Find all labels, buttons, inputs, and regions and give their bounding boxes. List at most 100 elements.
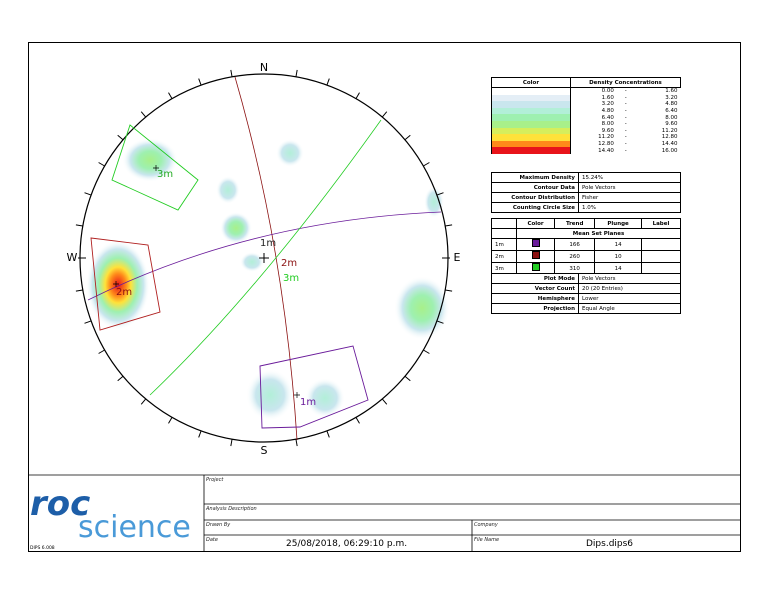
title-block-lines	[28, 474, 741, 552]
row: Counting Circle Size 1.0%	[491, 202, 681, 213]
range: 1.60	[601, 94, 614, 101]
row: Mean Set Planes	[491, 228, 681, 239]
frame	[28, 42, 741, 552]
logo-roc: roc	[30, 484, 90, 524]
row: 2m 260 10	[491, 250, 682, 263]
tick	[84, 320, 92, 324]
tick	[404, 134, 411, 141]
plot-table: Plot Mode Pole Vectors Vector Count 20 (20 …	[491, 273, 681, 314]
tick	[326, 430, 330, 438]
file-name-label: File Name	[474, 537, 500, 543]
blank	[491, 218, 517, 229]
swatch	[491, 140, 571, 148]
plane-1m	[87, 211, 442, 301]
swatch	[491, 107, 571, 115]
value: Lower	[578, 293, 681, 304]
south: S	[261, 444, 268, 457]
header: Label	[640, 218, 682, 229]
company-label: Company	[474, 522, 498, 528]
row: 4.80 - 6.40	[491, 107, 681, 115]
set-label: 3m	[283, 273, 299, 284]
west: W	[67, 251, 78, 264]
range: -	[624, 101, 627, 108]
tick	[381, 398, 388, 405]
range: 11.20	[661, 127, 678, 134]
contours	[86, 138, 450, 421]
date: 25/08/2018, 06:29:10 p.m.	[286, 539, 408, 549]
range: 1.60	[665, 88, 678, 95]
range: 8.00	[601, 121, 614, 128]
row: 1.60 - 3.20	[491, 94, 681, 102]
set-swatch	[531, 263, 540, 271]
value: Pole Vectors	[578, 273, 681, 284]
logo-science: science	[78, 510, 191, 545]
row: Plot Mode Pole Vectors	[491, 273, 681, 284]
range: 16.00	[661, 147, 678, 154]
value: 15.24%	[578, 172, 681, 183]
row: 11.20 - 12.80	[491, 134, 681, 141]
header: Color	[515, 218, 556, 229]
range: -	[624, 134, 627, 141]
key: Counting Circle Size	[491, 202, 579, 213]
swatch	[491, 134, 571, 141]
tick	[381, 111, 388, 118]
row: Contour Distribution Fisher	[491, 192, 681, 203]
range: 0.00	[601, 88, 614, 95]
tick	[230, 439, 233, 447]
key: Contour Distribution	[491, 192, 579, 203]
range: -	[624, 121, 627, 128]
tick	[326, 78, 330, 86]
tick	[423, 162, 430, 167]
key: Hemisphere	[491, 293, 579, 304]
value: Equal Angle	[578, 303, 681, 314]
properties-table: Maximum Density 15.24% Contour Data Pole Ve…	[491, 172, 681, 213]
swatch	[491, 101, 571, 108]
plunge: 10	[594, 250, 642, 263]
tick	[445, 224, 453, 227]
range: 12.80	[661, 134, 678, 141]
range: 3.20	[665, 94, 678, 101]
key: Maximum Density	[491, 172, 579, 183]
tick	[404, 375, 411, 382]
title: Mean Set Planes	[516, 228, 681, 239]
key: Projection	[491, 303, 579, 314]
project-label: Project	[206, 477, 224, 483]
set-label: 2m	[116, 287, 132, 298]
east: E	[454, 251, 461, 264]
range: 6.40	[665, 108, 678, 115]
range: -	[624, 114, 627, 121]
row: Color Trend Plunge Label	[491, 218, 682, 229]
range: 3.20	[601, 101, 614, 108]
tick	[98, 349, 105, 354]
plunge: 14	[594, 238, 642, 251]
tick	[84, 192, 92, 196]
range: -	[624, 94, 627, 101]
tick	[436, 320, 444, 324]
pole-marks	[113, 165, 300, 398]
row: Hemisphere Lower	[491, 293, 681, 304]
row: Color Density Concentrations	[491, 77, 682, 88]
set-swatch	[531, 239, 540, 247]
window-3m	[111, 124, 199, 211]
tick	[140, 398, 147, 405]
key: Plot Mode	[491, 273, 579, 284]
tick	[295, 69, 298, 77]
row: 9.60 - 11.20	[491, 127, 681, 135]
set-swatch	[531, 251, 540, 259]
center-cross	[259, 253, 269, 263]
range: -	[624, 108, 627, 115]
range: -	[624, 147, 627, 154]
tick	[445, 289, 453, 292]
tick	[295, 439, 298, 447]
range: 6.40	[601, 114, 614, 121]
analysis-label: Analysis Description	[206, 506, 257, 512]
swatch	[491, 114, 571, 121]
swatch	[491, 120, 571, 128]
value: Fisher	[578, 192, 681, 203]
set-name: 2m	[491, 250, 517, 263]
tick	[198, 78, 202, 86]
swatch	[491, 87, 571, 95]
range: 9.60	[665, 121, 678, 128]
range: 14.40	[661, 141, 678, 148]
